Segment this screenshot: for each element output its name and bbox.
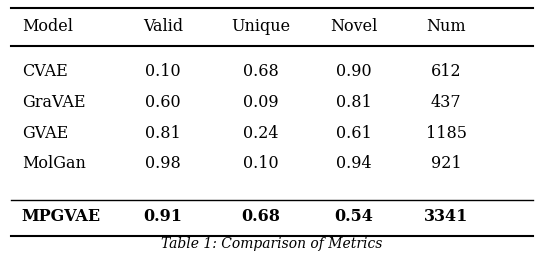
- Text: 0.09: 0.09: [243, 94, 279, 111]
- Text: GVAE: GVAE: [22, 125, 68, 142]
- Text: 0.61: 0.61: [336, 125, 372, 142]
- Text: 0.90: 0.90: [336, 63, 372, 80]
- Text: 0.68: 0.68: [243, 63, 279, 80]
- Text: 0.68: 0.68: [242, 208, 281, 225]
- Text: MPGVAE: MPGVAE: [22, 208, 101, 225]
- Text: Model: Model: [22, 18, 73, 35]
- Text: 0.10: 0.10: [145, 63, 181, 80]
- Text: MolGan: MolGan: [22, 155, 85, 172]
- Text: Unique: Unique: [232, 18, 290, 35]
- Text: Table 1: Comparison of Metrics: Table 1: Comparison of Metrics: [162, 237, 382, 251]
- Text: 612: 612: [431, 63, 461, 80]
- Text: 921: 921: [431, 155, 461, 172]
- Text: 0.94: 0.94: [336, 155, 372, 172]
- Text: Novel: Novel: [330, 18, 378, 35]
- Text: 3341: 3341: [424, 208, 468, 225]
- Text: 0.81: 0.81: [336, 94, 372, 111]
- Text: CVAE: CVAE: [22, 63, 67, 80]
- Text: 0.98: 0.98: [145, 155, 181, 172]
- Text: Num: Num: [426, 18, 466, 35]
- Text: Valid: Valid: [143, 18, 183, 35]
- Text: 0.60: 0.60: [145, 94, 181, 111]
- Text: 0.24: 0.24: [243, 125, 279, 142]
- Text: 0.10: 0.10: [243, 155, 279, 172]
- Text: 0.91: 0.91: [144, 208, 183, 225]
- Text: 0.54: 0.54: [334, 208, 373, 225]
- Text: 437: 437: [431, 94, 461, 111]
- Text: 0.81: 0.81: [145, 125, 181, 142]
- Text: 1185: 1185: [425, 125, 467, 142]
- Text: GraVAE: GraVAE: [22, 94, 85, 111]
